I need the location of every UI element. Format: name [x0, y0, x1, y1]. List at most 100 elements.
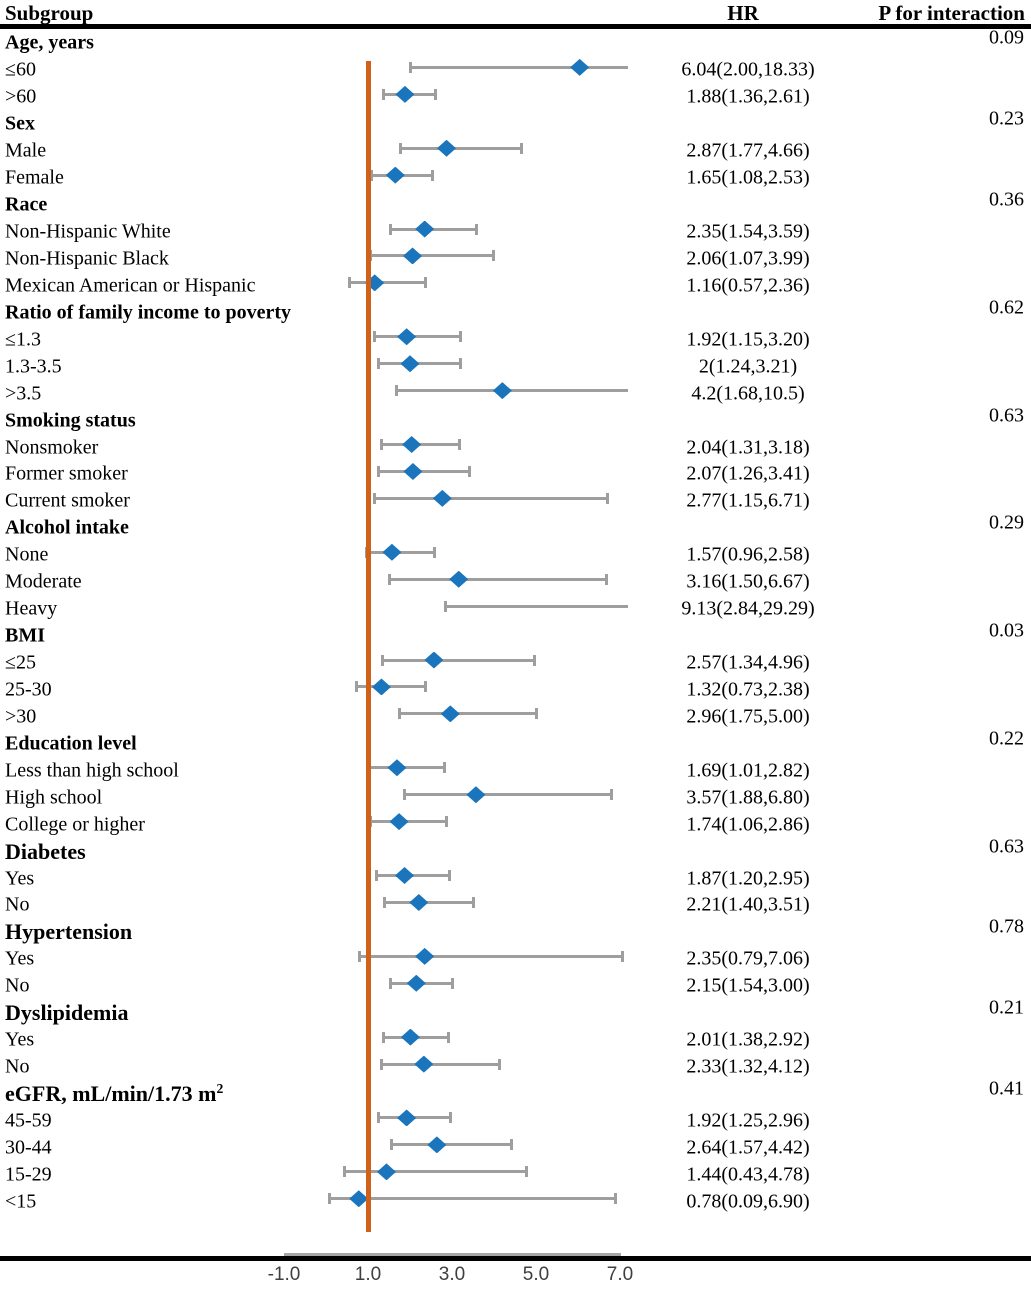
ci-left-cap: [357, 950, 361, 962]
group-label: Sex: [5, 113, 35, 136]
hr-ci-value: 2.01(1.38,2.92): [686, 1028, 810, 1051]
subgroup-label: Heavy: [5, 598, 57, 621]
subgroup-label: Current smoker: [5, 490, 130, 513]
subgroup-label: No: [5, 975, 29, 998]
ci-right-cap: [610, 789, 614, 801]
subgroup-label: >3.5: [5, 382, 41, 405]
hr-ci-value: 1.92(1.25,2.96): [686, 1109, 810, 1132]
p-interaction-column-header: P for interaction: [878, 1, 1025, 25]
subgroup-label: College or higher: [5, 813, 145, 836]
label-text: Less than high school: [5, 759, 179, 782]
hr-ci-value: 4.2(1.68,10.5): [691, 382, 805, 405]
ci-left-cap: [372, 492, 376, 504]
ci-left-cap: [328, 1193, 332, 1205]
hr-ci-value: 2.57(1.34,4.96): [686, 651, 810, 674]
ci-right-cap: [458, 331, 462, 343]
hr-column-header: HR: [727, 1, 759, 25]
forest-item-row: Heavy 9.13(2.84,29.29): [0, 596, 1031, 623]
hr-point-diamond: [492, 382, 512, 400]
subgroup-label: 25-30: [5, 678, 52, 701]
ci-left-cap: [389, 977, 393, 989]
ci-right-cap: [497, 1058, 501, 1070]
hr-ci-value: 2.15(1.54,3.00): [686, 974, 810, 997]
hr-ci-value: 2.35(0.79,7.06): [686, 947, 810, 970]
bottom-rule: [0, 1256, 1031, 1261]
forest-item-row: High school 3.57(1.88,6.80): [0, 784, 1031, 811]
hr-point-diamond: [437, 139, 457, 157]
ci-left-cap: [381, 88, 385, 100]
forest-item-row: Male 2.87(1.77,4.66): [0, 138, 1031, 165]
label-text: Yes: [5, 867, 35, 890]
label-text: ≤1.3: [5, 328, 41, 351]
x-axis-tick-label: -1.0: [267, 1264, 301, 1285]
hr-ci-value: 2.35(1.54,3.59): [686, 220, 810, 243]
hr-point-diamond: [389, 813, 409, 831]
label-text: Education level: [5, 732, 137, 755]
group-label: Ratio of family income to poverty: [5, 301, 291, 324]
label-text: College or higher: [5, 813, 145, 836]
hr-point-diamond: [400, 355, 420, 373]
group-label: Diabetes: [5, 839, 86, 865]
hr-point-diamond: [349, 1190, 369, 1208]
subgroup-label: High school: [5, 786, 102, 809]
subgroup-label: Male: [5, 140, 46, 163]
confidence-interval-bar: [344, 1170, 527, 1174]
ci-left-cap: [398, 708, 401, 720]
ci-right-cap: [471, 896, 475, 908]
p-interaction-value: 0.78: [989, 915, 1024, 938]
hr-ci-value: 3.16(1.50,6.67): [686, 570, 810, 593]
ci-right-cap: [510, 1139, 514, 1151]
hr-point-diamond: [414, 1055, 434, 1073]
x-axis-tick-label: 5.0: [522, 1264, 550, 1285]
hr-point-diamond: [371, 678, 391, 696]
forest-item-row: Non-Hispanic Black 2.06(1.07,3.99): [0, 246, 1031, 273]
label-text: Alcohol intake: [5, 516, 129, 539]
p-interaction-value: 0.21: [989, 996, 1024, 1019]
subgroup-label: None: [5, 544, 48, 567]
subgroup-label: Yes: [5, 867, 34, 890]
ci-right-cap: [525, 1166, 529, 1178]
p-interaction-value: 0.29: [989, 511, 1024, 534]
label-text: Smoking status: [5, 409, 136, 432]
ci-left-cap: [403, 789, 407, 801]
confidence-interval-bar: [374, 335, 461, 339]
ci-right-cap: [442, 762, 446, 774]
ci-left-cap: [372, 331, 376, 343]
hr-point-diamond: [397, 1109, 417, 1127]
hr-ci-value: 1.87(1.20,2.95): [686, 867, 810, 890]
forest-item-row: ≤1.3 1.92(1.15,3.20): [0, 326, 1031, 353]
ci-left-cap: [398, 142, 402, 154]
confidence-interval-bar: [370, 254, 494, 258]
subgroup-label: 1.3-3.5: [5, 355, 62, 378]
hr-point-diamond: [570, 58, 590, 76]
group-label: eGFR, mL/min/1.73 m2: [5, 1081, 223, 1107]
ci-left-cap: [382, 1031, 386, 1043]
subgroup-label: 45-59: [5, 1109, 52, 1132]
hr-ci-value: 2.33(1.32,4.12): [686, 1055, 810, 1078]
hr-ci-value: 1.65(1.08,2.53): [686, 166, 810, 189]
x-axis-tick-label: 7.0: [606, 1264, 634, 1285]
label-text: Male: [5, 139, 47, 162]
subgroup-label: Yes: [5, 1029, 34, 1052]
forest-group-row: Education level 0.22: [0, 727, 1031, 757]
hr-ci-value: 2.04(1.31,3.18): [686, 436, 810, 459]
hr-point-diamond: [387, 759, 407, 777]
ci-left-cap: [379, 1058, 383, 1070]
subgroup-label: Non-Hispanic Black: [5, 247, 169, 270]
forest-item-row: Yes 1.87(1.20,2.95): [0, 865, 1031, 892]
hr-point-diamond: [400, 1028, 420, 1046]
hr-point-diamond: [376, 1163, 396, 1181]
label-text: Hypertension: [5, 919, 133, 945]
label-text: >30: [5, 705, 37, 728]
hr-ci-value: 2.07(1.26,3.41): [686, 462, 810, 485]
ci-left-cap: [348, 277, 352, 289]
ci-right-cap: [447, 1031, 451, 1043]
confidence-interval-bar: [399, 712, 536, 716]
ci-left-cap: [377, 1112, 380, 1124]
hr-point-diamond: [406, 974, 426, 992]
confidence-interval-bar: [396, 389, 628, 393]
hr-ci-value: 1.88(1.36,2.61): [686, 85, 810, 108]
hr-ci-value: 1.57(0.96,2.58): [686, 543, 810, 566]
forest-group-row: Diabetes 0.63: [0, 835, 1031, 865]
hr-point-diamond: [385, 166, 405, 184]
